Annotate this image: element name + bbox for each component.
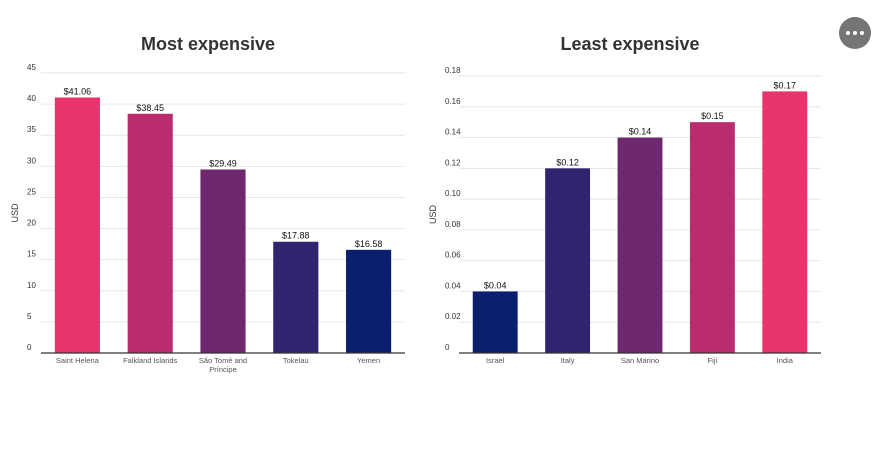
y-tick-label: 0.04 [445,281,461,290]
x-tick-label: Saint Helena [56,356,100,365]
x-tick-label: Falkland Islands [123,356,177,365]
bar [200,169,246,353]
y-tick-label: 35 [27,125,36,134]
data-label: $29.49 [209,159,237,169]
bar [54,97,100,353]
data-label: $0.04 [484,280,507,290]
bar [127,113,173,353]
y-tick-label: 0 [445,343,450,352]
y-tick-label: 0.18 [445,66,461,75]
y-tick-label: 15 [27,250,36,259]
x-tick-label: Yemen [357,356,380,365]
bar [617,137,663,353]
y-tick-label: 10 [27,281,36,290]
data-label: $16.58 [355,239,383,249]
x-tick-label: São Tomé and [199,356,247,365]
data-label: $38.45 [136,103,164,113]
y-tick-label: 20 [27,219,36,228]
y-tick-label: 0.10 [445,189,461,198]
chart-title-least-expensive: Least expensive [560,34,700,54]
x-tick-label: Príncipe [209,365,237,374]
x-tick-label: Tokelau [283,356,309,365]
x-tick-label: India [777,356,794,365]
y-tick-label: 0.06 [445,251,461,260]
y-tick-label: 40 [27,94,36,103]
bar [346,249,392,353]
data-label: $0.12 [556,157,579,167]
x-tick-label: San Marino [621,356,659,365]
data-label: $0.14 [629,127,652,137]
x-tick-label: Israel [486,356,505,365]
bar [762,91,808,353]
data-label: $17.88 [282,231,310,241]
x-tick-label: Italy [561,356,575,365]
x-tick-label: Fiji [708,356,718,365]
bar [273,241,319,353]
more-options-button[interactable] [839,17,871,49]
bar [689,122,735,354]
bar [545,168,591,353]
data-label: $0.15 [701,111,724,121]
y-tick-label: 30 [27,156,36,165]
bar [472,291,518,353]
chart-title-most-expensive: Most expensive [140,34,276,54]
y-tick-label: 0.08 [445,220,461,229]
y-tick-label: 0.12 [445,158,461,167]
data-label: $41.06 [64,87,92,97]
y-tick-label: 5 [27,312,32,321]
y-tick-label: 25 [27,187,36,196]
y-axis-label: USD [428,205,438,225]
data-label: $0.17 [774,80,797,90]
y-tick-label: 45 [27,63,36,72]
y-tick-label: 0.02 [445,312,461,321]
y-tick-label: 0 [27,343,32,352]
y-axis-label: USD [10,203,20,223]
y-tick-label: 0.14 [445,128,461,137]
y-tick-label: 0.16 [445,97,461,106]
more-horizontal-icon [846,31,850,35]
